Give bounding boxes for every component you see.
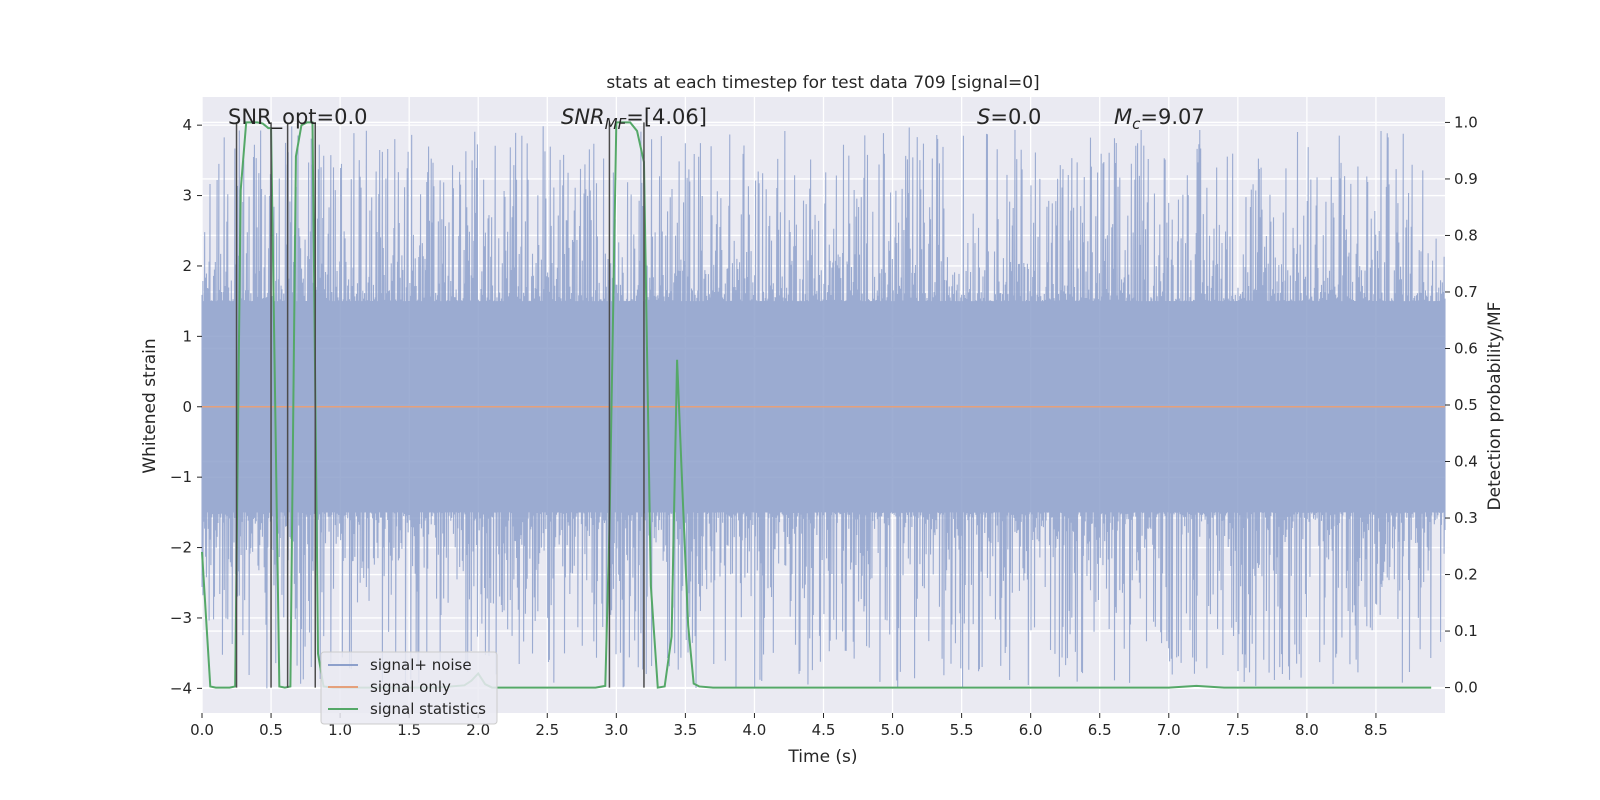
y-tick-label: 1: [182, 327, 192, 345]
chart-title: stats at each timestep for test data 709…: [606, 73, 1039, 93]
x-tick-label: 5.5: [950, 721, 974, 739]
x-tick-label: 7.5: [1226, 721, 1250, 739]
y2-tick-label: 0.2: [1454, 566, 1478, 584]
y-tick-label: −4: [170, 679, 192, 697]
x-tick-label: 2.0: [466, 721, 490, 739]
annotation-s: S=0.0: [977, 105, 1041, 129]
annotation-mc-value: =9.07: [1140, 105, 1204, 129]
y2-tick-label: 0.8: [1454, 226, 1478, 244]
legend-label-signal-only: signal only: [370, 678, 451, 696]
y2-tick-label: 0.5: [1454, 396, 1478, 414]
x-tick-label: 5.0: [881, 721, 905, 739]
y2-tick-label: 0.7: [1454, 283, 1478, 301]
y-tick-label: −3: [170, 609, 192, 627]
annotation-snr-mf-variable: SNR: [561, 105, 605, 129]
y-tick-label: 0: [182, 398, 192, 416]
annotation-snr-mf-value: =[4.06]: [626, 105, 707, 129]
annotations: SNR_opt=0.0 SNRMF=[4.06] S=0.0 Mc=9.07: [228, 105, 1205, 133]
x-tick-label: 6.0: [1019, 721, 1043, 739]
y-axis-ticks: −4 −3 −2 −1 0 1 2 3 4: [170, 116, 202, 697]
series-signal-noise: [201, 126, 1446, 689]
annotation-snr-opt: SNR_opt=0.0: [228, 105, 368, 130]
x-axis-ticks: 0.0 0.5 1.0 1.5 2.0 2.5 3.0 3.5 4.0 4.5 5.0 5.5 6.0 6…: [190, 713, 1388, 739]
x-tick-label: 8.5: [1364, 721, 1388, 739]
x-tick-label: 7.0: [1157, 721, 1181, 739]
x-tick-label: 6.5: [1088, 721, 1112, 739]
y2-axis-label: Detection probability/MF: [1485, 302, 1505, 511]
y2-tick-label: 1.0: [1454, 113, 1478, 131]
annotation-mc: Mc=9.07: [1114, 105, 1205, 133]
legend-box: [320, 651, 498, 725]
x-tick-label: 2.5: [535, 721, 559, 739]
x-tick-label: 4.0: [743, 721, 767, 739]
legend-label-signal-noise: signal+ noise: [370, 656, 472, 674]
y2-tick-label: 0.4: [1454, 453, 1478, 471]
annotation-s-variable: S: [977, 105, 990, 129]
y-tick-label: 3: [182, 187, 192, 205]
annotation-s-value: =0.0: [990, 105, 1041, 129]
x-tick-label: 1.5: [397, 721, 421, 739]
x-tick-label: 3.0: [604, 721, 628, 739]
y-tick-label: 4: [182, 116, 192, 134]
y-tick-label: −2: [170, 539, 192, 557]
annotation-mc-variable: M: [1114, 105, 1132, 129]
y2-axis-ticks: 0.0 0.1 0.2 0.3 0.4 0.5 0.6 0.7 0.8 0.9 1.0: [1445, 113, 1478, 697]
x-tick-label: 0.0: [190, 721, 214, 739]
y2-tick-label: 0.3: [1454, 509, 1478, 527]
y2-tick-label: 0.6: [1454, 339, 1478, 357]
legend-label-signal-statistics: signal statistics: [370, 700, 486, 718]
y2-tick-label: 0.1: [1454, 622, 1478, 640]
y2-tick-label: 0.0: [1454, 679, 1478, 697]
annotation-snr-mf: SNRMF=[4.06]: [561, 105, 707, 133]
x-tick-label: 1.0: [328, 721, 352, 739]
annotation-mc-subscript: c: [1132, 115, 1141, 133]
x-tick-label: 0.5: [259, 721, 283, 739]
y-tick-label: −1: [170, 468, 192, 486]
y-tick-label: 2: [182, 257, 192, 275]
y-axis-label: Whitened strain: [140, 338, 160, 473]
x-axis-label: Time (s): [787, 747, 857, 767]
annotation-snr-mf-subscript: MF: [605, 115, 627, 133]
x-tick-label: 3.5: [673, 721, 697, 739]
x-tick-label: 8.0: [1295, 721, 1319, 739]
vertical-markers: [235, 122, 645, 688]
x-tick-label: 4.5: [812, 721, 836, 739]
legend: signal+ noise signal only signal statist…: [320, 651, 498, 725]
y2-tick-label: 0.9: [1454, 170, 1478, 188]
